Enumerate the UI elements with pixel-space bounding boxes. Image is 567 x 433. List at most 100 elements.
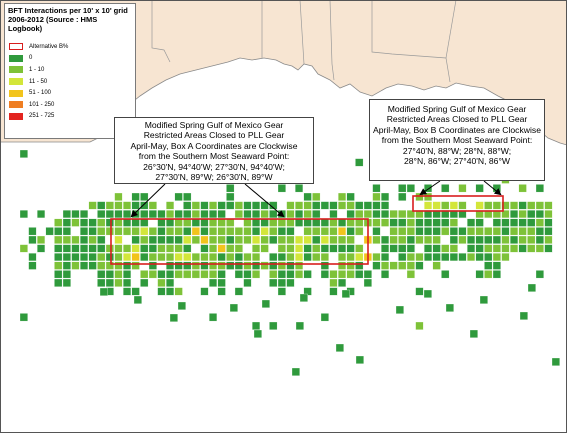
grid-cell xyxy=(312,235,321,244)
grid-cell xyxy=(54,227,63,236)
grid-cell xyxy=(260,261,269,270)
grid-cell xyxy=(105,261,114,270)
grid-cell xyxy=(338,218,347,227)
grid-cell xyxy=(381,261,390,270)
grid-cell xyxy=(243,253,252,262)
grid-cell xyxy=(415,192,424,201)
grid-cell xyxy=(19,149,28,158)
interaction-grid xyxy=(19,149,560,376)
grid-cell xyxy=(501,210,510,219)
grid-cell xyxy=(226,244,235,253)
grid-cell xyxy=(338,235,347,244)
grid-cell xyxy=(372,253,381,262)
grid-cell xyxy=(88,253,97,262)
grid-cell xyxy=(445,303,454,312)
grid-cell xyxy=(200,210,209,219)
grid-cell xyxy=(406,270,415,279)
grid-cell xyxy=(217,201,226,210)
grid-cell xyxy=(346,253,355,262)
grid-cell xyxy=(441,244,450,253)
grid-cell xyxy=(510,210,519,219)
grid-cell xyxy=(518,201,527,210)
grid-cell xyxy=(217,253,226,262)
grid-cell xyxy=(501,235,510,244)
grid-cell xyxy=(174,227,183,236)
grid-cell xyxy=(449,244,458,253)
grid-cell xyxy=(406,184,415,193)
grid-cell xyxy=(484,261,493,270)
grid-cell xyxy=(372,235,381,244)
callout-line: from the Southern Most Seaward Point: xyxy=(138,151,290,162)
grid-cell xyxy=(320,261,329,270)
grid-cell xyxy=(286,218,295,227)
grid-cell xyxy=(88,244,97,253)
grid-cell xyxy=(286,270,295,279)
grid-cell xyxy=(243,261,252,270)
grid-cell xyxy=(234,287,243,296)
grid-cell xyxy=(174,244,183,253)
grid-cell xyxy=(458,253,467,262)
grid-cell xyxy=(277,210,286,219)
grid-cell xyxy=(501,244,510,253)
grid-cell xyxy=(252,261,261,270)
grid-cell xyxy=(355,355,364,364)
grid-cell xyxy=(492,253,501,262)
grid-cell xyxy=(406,227,415,236)
callout-line: 26°30'N, 94°40'W; 27°30'N, 94°40'W; xyxy=(143,161,285,172)
grid-cell xyxy=(355,270,364,279)
callout-line: 27°30'N, 89°W; 26°30'N, 89°W xyxy=(155,172,273,183)
callout-line: from the Southern Most Seaward Point: xyxy=(381,135,533,146)
grid-cell xyxy=(123,270,132,279)
grid-cell xyxy=(45,227,54,236)
grid-cell xyxy=(260,218,269,227)
grid-cell xyxy=(234,261,243,270)
grid-cell xyxy=(114,192,123,201)
grid-cell xyxy=(381,201,390,210)
grid-cell xyxy=(329,235,338,244)
grid-cell xyxy=(363,278,372,287)
grid-cell xyxy=(544,244,553,253)
grid-cell xyxy=(217,218,226,227)
grid-cell xyxy=(217,210,226,219)
callout-box-b: Modified Spring Gulf of Mexico Gear Restr… xyxy=(369,99,545,181)
grid-cell xyxy=(88,201,97,210)
grid-cell xyxy=(260,244,269,253)
grid-cell xyxy=(191,210,200,219)
grid-cell xyxy=(415,261,424,270)
grid-cell xyxy=(535,270,544,279)
grid-cell xyxy=(269,270,278,279)
legend-swatch xyxy=(9,101,23,109)
legend-swatch xyxy=(9,112,23,120)
grid-cell xyxy=(527,227,536,236)
grid-cell xyxy=(355,227,364,236)
grid-cell xyxy=(174,287,183,296)
grid-cell xyxy=(54,235,63,244)
grid-cell xyxy=(372,184,381,193)
grid-cell xyxy=(286,253,295,262)
grid-cell xyxy=(80,235,89,244)
grid-cell xyxy=(510,201,519,210)
grid-cell xyxy=(312,201,321,210)
grid-cell xyxy=(148,270,157,279)
grid-cell xyxy=(105,278,114,287)
grid-cell xyxy=(441,201,450,210)
grid-cell xyxy=(329,270,338,279)
grid-cell xyxy=(269,253,278,262)
grid-cell xyxy=(406,253,415,262)
grid-cell xyxy=(286,244,295,253)
grid-cell xyxy=(467,227,476,236)
grid-cell xyxy=(492,244,501,253)
grid-cell xyxy=(209,253,218,262)
grid-cell xyxy=(105,244,114,253)
grid-cell xyxy=(28,227,37,236)
grid-cell xyxy=(449,253,458,262)
map-legend: BFT Interactions per 10' x 10' grid 2006… xyxy=(4,3,136,139)
grid-cell xyxy=(475,184,484,193)
grid-cell xyxy=(200,261,209,270)
grid-cell xyxy=(551,357,560,366)
grid-cell xyxy=(169,313,178,322)
grid-cell xyxy=(329,210,338,219)
grid-cell xyxy=(123,218,132,227)
grid-cell xyxy=(260,235,269,244)
grid-cell xyxy=(484,210,493,219)
